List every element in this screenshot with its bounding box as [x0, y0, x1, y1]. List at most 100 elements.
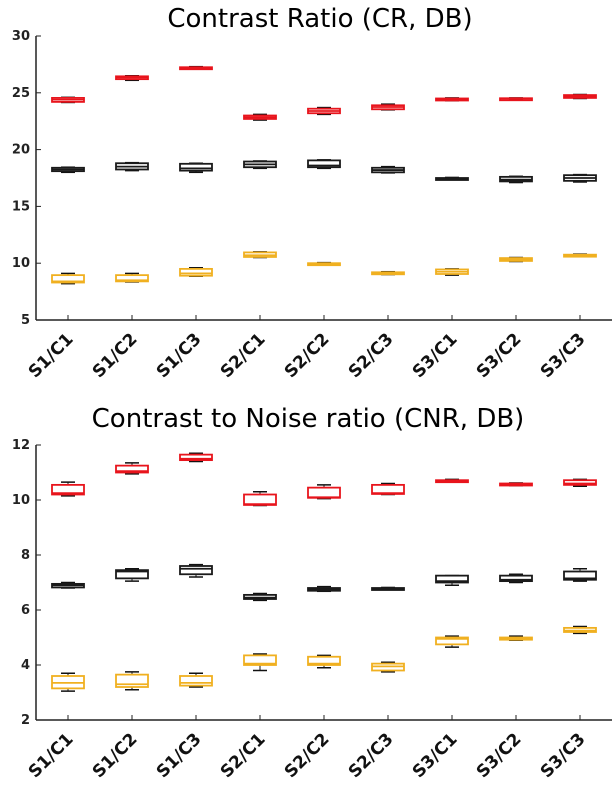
box-plot-mark	[435, 97, 469, 102]
box-plot-mark	[435, 635, 469, 648]
box-plot-mark	[51, 481, 85, 497]
box-plot-mark	[179, 672, 213, 688]
y-tick-label: 8	[21, 548, 30, 563]
box-plot-mark	[115, 161, 149, 172]
box-plot-mark	[499, 175, 533, 184]
box-iqr	[307, 655, 341, 666]
box-plot-mark	[243, 251, 277, 259]
box-plot-mark	[563, 568, 597, 582]
box-plot-mark	[307, 484, 341, 500]
box-plot-mark	[51, 272, 85, 285]
box-plot-mark	[115, 671, 149, 691]
box-plot-mark	[115, 462, 149, 475]
x-category-label: S3/C2	[473, 329, 526, 382]
box-plot-mark	[307, 654, 341, 669]
box-iqr	[179, 453, 213, 462]
box-plot-mark	[307, 261, 341, 267]
x-category-label: S3/C2	[473, 729, 526, 782]
y-tick-label: 12	[12, 438, 30, 453]
box-iqr	[435, 574, 469, 584]
box-plot-mark	[563, 253, 597, 258]
x-category-label: S2/C3	[345, 729, 398, 782]
box-plot-mark	[371, 482, 405, 496]
box-iqr	[115, 464, 149, 474]
box-plot-mark	[435, 176, 469, 181]
x-category-label: S1/C1	[25, 729, 78, 782]
box-plot-mark	[371, 103, 405, 111]
x-category-label: S2/C2	[281, 729, 334, 782]
box-plot-mark	[563, 478, 597, 487]
x-category-label: S3/C1	[409, 729, 462, 782]
box-plot-mark	[243, 160, 277, 170]
box-plot-mark	[563, 625, 597, 635]
y-tick-label: 15	[12, 199, 30, 214]
box-plot-mark	[243, 592, 277, 602]
y-tick-label: 5	[21, 313, 30, 328]
box-plot-mark	[499, 97, 533, 102]
box-plot-mark	[243, 113, 277, 121]
box-iqr	[563, 479, 597, 486]
x-category-label: S2/C3	[345, 329, 398, 382]
y-tick-label: 2	[21, 713, 30, 728]
box-iqr	[435, 636, 469, 646]
box-plot-mark	[179, 563, 213, 578]
box-iqr	[307, 159, 341, 169]
box-plot-mark	[51, 166, 85, 174]
box-plot-mark	[115, 272, 149, 283]
x-category-label: S2/C1	[217, 329, 270, 382]
box-iqr	[307, 486, 341, 499]
box-iqr	[115, 274, 149, 283]
box-iqr	[51, 274, 85, 284]
box-plot-mark	[115, 75, 149, 82]
box-iqr	[243, 654, 277, 666]
box-iqr	[563, 570, 597, 581]
x-category-label: S1/C1	[25, 329, 78, 382]
box-plot-mark	[499, 256, 533, 263]
box-plot-mark	[51, 581, 85, 589]
box-plot-mark	[371, 165, 405, 174]
box-plot-mark	[51, 672, 85, 692]
box-iqr	[115, 673, 149, 688]
chart-title-cr: Contrast Ratio (CR, DB)	[167, 4, 473, 34]
box-plot-mark	[499, 482, 533, 487]
box-plot-mark	[371, 586, 405, 591]
cr-box-chart: 5 10 15 20 25 30 S1/C1 S1/C2 S1/C3 S2/C1 S2/C2 S2/C…	[12, 29, 612, 382]
box-plot-mark	[243, 491, 277, 507]
y-tick-label: 6	[21, 603, 30, 618]
box-plot-mark	[371, 270, 405, 276]
box-plot-mark	[307, 585, 341, 593]
box-iqr	[51, 483, 85, 496]
y-tick-label: 4	[21, 658, 30, 673]
x-category-label: S3/C3	[537, 729, 590, 782]
x-category-label: S1/C2	[89, 729, 142, 782]
box-plot-mark	[243, 653, 277, 672]
box-plot-mark	[179, 162, 213, 174]
box-iqr	[179, 675, 213, 687]
y-tick-label: 10	[12, 493, 30, 508]
box-plot-mark	[179, 266, 213, 278]
box-iqr	[499, 574, 533, 583]
x-category-label: S2/C1	[217, 729, 270, 782]
box-plot-mark	[307, 159, 341, 170]
x-category-label: S1/C3	[153, 329, 206, 382]
y-tick-label: 20	[12, 143, 30, 158]
x-category-label: S1/C3	[153, 729, 206, 782]
box-plot-mark	[499, 573, 533, 584]
box-plot-mark	[435, 478, 469, 484]
box-plot-mark	[435, 268, 469, 276]
box-plot-mark	[435, 574, 469, 586]
box-plot-mark	[563, 173, 597, 183]
box-plot-mark	[179, 65, 213, 71]
box-iqr	[179, 565, 213, 576]
x-category-label: S2/C2	[281, 329, 334, 382]
chart-title-cnr: Contrast to Noise ratio (CNR, DB)	[91, 404, 525, 434]
box-iqr	[115, 569, 149, 580]
box-plot-mark	[307, 106, 341, 116]
x-category-label: S1/C2	[89, 329, 142, 382]
box-plot-mark	[499, 635, 533, 641]
box-plot-mark	[563, 93, 597, 100]
y-tick-label: 10	[12, 256, 30, 271]
x-category-label: S3/C3	[537, 329, 590, 382]
y-tick-label: 25	[12, 86, 30, 101]
